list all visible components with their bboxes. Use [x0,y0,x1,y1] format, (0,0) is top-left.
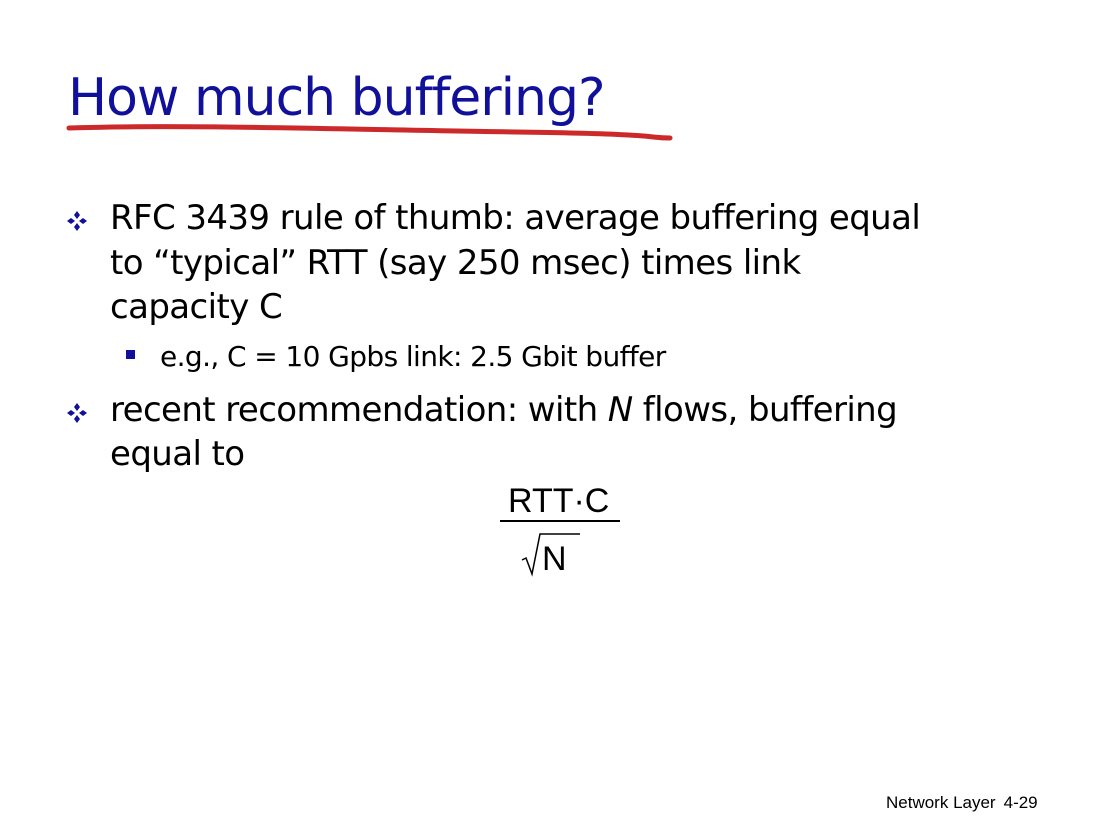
bullet-2-line-2: equal to [110,434,245,474]
bullet-1-line-3: capacity C [110,287,283,327]
square-root-icon [521,533,580,577]
bullet-2-prefix: recent recommendation: with [110,390,608,430]
bullet-2-italic-n: N [607,390,633,430]
diamond-bullet-icon [67,211,87,231]
formula-denominator: N [542,540,567,578]
bullet-1-line-2: to “typical” RTT (say 250 msec) times li… [110,243,801,283]
fraction-bar [500,520,620,522]
footer-page-number: 4-29 [1003,793,1038,812]
bullet-1-line-1: RFC 3439 rule of thumb: average bufferin… [110,198,921,238]
bullet-2-line-1: recent recommendation: with N flows, buf… [110,388,898,433]
slide-title: How much buffering? [68,68,606,128]
bullet-2-suffix: flows, buffering [632,390,898,430]
slide-footer: Network Layer 4-29 [886,790,1038,816]
footer-section: Network Layer [886,793,996,812]
square-bullet-icon [126,350,135,359]
sub-bullet-1: e.g., C = 10 Gpbs link: 2.5 Gbit buffer [160,340,666,373]
formula-numerator: RTT·C [508,482,610,520]
title-underline [66,124,673,141]
diamond-bullet-icon [67,403,87,423]
